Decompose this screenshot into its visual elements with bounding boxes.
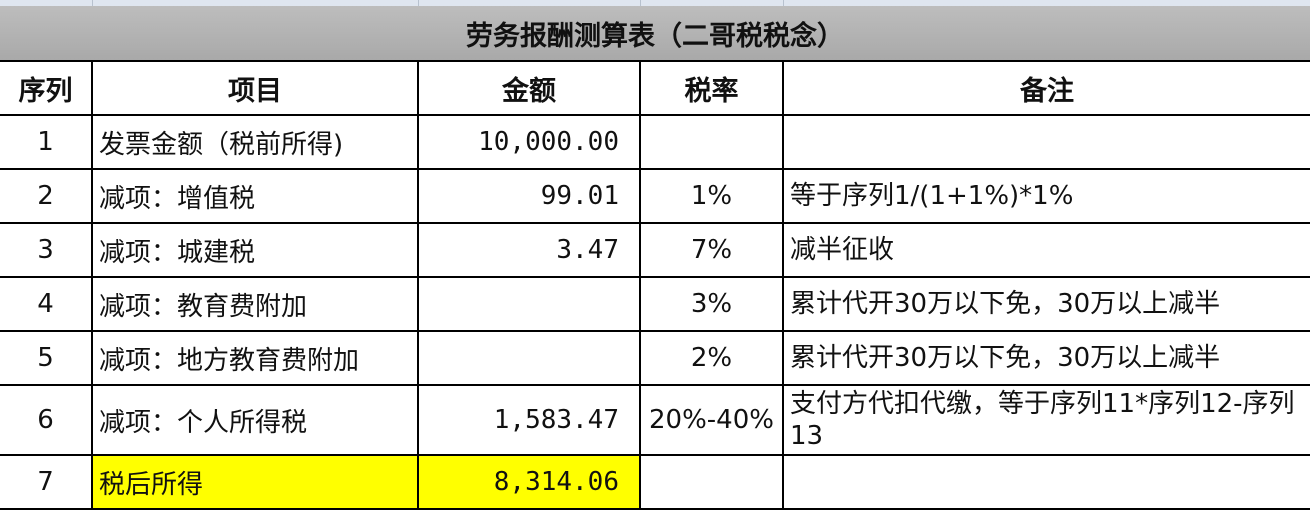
cell-rate[interactable]: 1%: [639, 168, 784, 224]
cell-seq[interactable]: 4: [0, 276, 93, 332]
cell-item[interactable]: 减项：地方教育费附加: [91, 330, 419, 386]
header-item[interactable]: 项目: [91, 60, 419, 116]
cell-item[interactable]: 税后所得: [91, 454, 419, 510]
cell-item[interactable]: 减项：增值税: [91, 168, 419, 224]
cell-item[interactable]: 减项：个人所得税: [91, 384, 419, 456]
cell-item[interactable]: 发票金额（税前所得): [91, 114, 419, 170]
cell-seq[interactable]: 2: [0, 168, 93, 224]
cell-note[interactable]: [782, 114, 1310, 170]
cell-rate[interactable]: [639, 114, 784, 170]
table-row: 5 减项：地方教育费附加 2% 累计代开30万以下免，30万以上减半: [0, 330, 1310, 386]
cell-rate[interactable]: [639, 454, 784, 510]
cell-seq[interactable]: 5: [0, 330, 93, 386]
table-row: 4 减项：教育费附加 3% 累计代开30万以下免，30万以上减半: [0, 276, 1310, 332]
cell-seq[interactable]: 7: [0, 454, 93, 510]
cell-seq[interactable]: 1: [0, 114, 93, 170]
cell-amount[interactable]: [417, 276, 641, 332]
cell-item[interactable]: 减项：教育费附加: [91, 276, 419, 332]
table-title: 劳务报酬测算表（二哥税税念）: [0, 6, 1310, 62]
header-seq[interactable]: 序列: [0, 60, 93, 116]
table-row: 6 减项：个人所得税 1,583.47 20%-40% 支付方代扣代缴，等于序列…: [0, 384, 1310, 456]
table-row: 2 减项：增值税 99.01 1% 等于序列1/(1+1%)*1%: [0, 168, 1310, 224]
cell-amount[interactable]: 3.47: [417, 222, 641, 278]
cell-rate[interactable]: 7%: [639, 222, 784, 278]
header-note[interactable]: 备注: [782, 60, 1310, 116]
cell-amount[interactable]: 99.01: [417, 168, 641, 224]
cell-amount[interactable]: 1,583.47: [417, 384, 641, 456]
cell-amount[interactable]: 10,000.00: [417, 114, 641, 170]
header-row: 序列 项目 金额 税率 备注: [0, 60, 1310, 116]
cell-seq[interactable]: 6: [0, 384, 93, 456]
cell-note[interactable]: 累计代开30万以下免，30万以上减半: [782, 276, 1310, 332]
cell-note[interactable]: 累计代开30万以下免，30万以上减半: [782, 330, 1310, 386]
table-row: 1 发票金额（税前所得) 10,000.00: [0, 114, 1310, 170]
table-row-total: 7 税后所得 8,314.06: [0, 454, 1310, 510]
cell-rate[interactable]: 20%-40%: [639, 384, 784, 456]
cell-note[interactable]: 等于序列1/(1+1%)*1%: [782, 168, 1310, 224]
previous-row-strip: [0, 0, 1310, 6]
cell-note[interactable]: 支付方代扣代缴，等于序列11*序列12-序列13: [782, 384, 1310, 456]
table-row: 3 减项：城建税 3.47 7% 减半征收: [0, 222, 1310, 278]
calc-table: 序列 项目 金额 税率 备注 1 发票金额（税前所得) 10,000.00 2 …: [0, 60, 1310, 510]
cell-note[interactable]: [782, 454, 1310, 510]
cell-item[interactable]: 减项：城建税: [91, 222, 419, 278]
cell-amount[interactable]: 8,314.06: [417, 454, 641, 510]
cell-rate[interactable]: 3%: [639, 276, 784, 332]
header-amount[interactable]: 金额: [417, 60, 641, 116]
cell-amount[interactable]: [417, 330, 641, 386]
cell-rate[interactable]: 2%: [639, 330, 784, 386]
header-rate[interactable]: 税率: [639, 60, 784, 116]
cell-seq[interactable]: 3: [0, 222, 93, 278]
cell-note[interactable]: 减半征收: [782, 222, 1310, 278]
